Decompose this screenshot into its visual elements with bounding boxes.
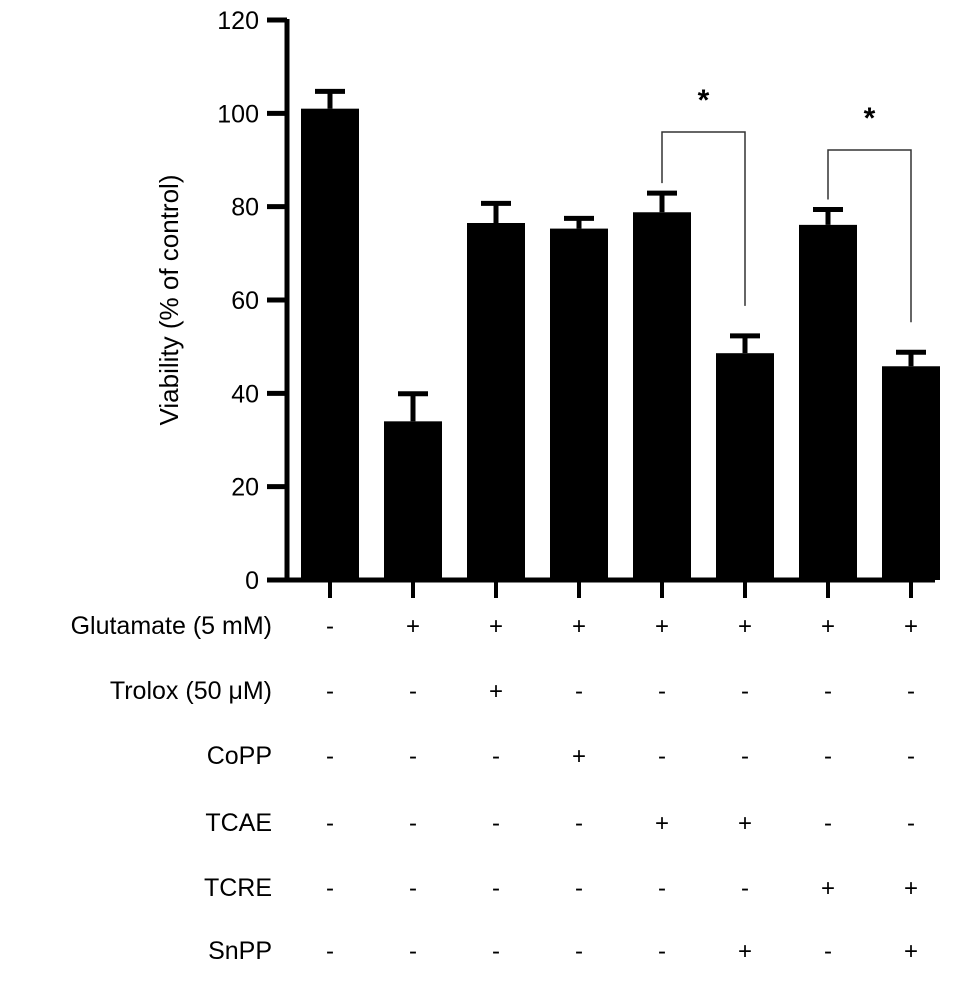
- treatment-sign: -: [741, 743, 749, 770]
- treatment-sign: -: [575, 875, 583, 902]
- treatment-sign: -: [575, 810, 583, 837]
- y-tick-label: 60: [231, 287, 259, 315]
- treatment-sign: +: [738, 613, 752, 640]
- row-label: Glutamate (5 mM): [71, 612, 272, 640]
- treatment-sign: -: [492, 743, 500, 770]
- y-tick-label: 100: [217, 100, 259, 128]
- treatment-sign: +: [904, 938, 918, 965]
- treatment-sign: -: [741, 875, 749, 902]
- treatment-sign: +: [821, 875, 835, 902]
- treatment-sign: -: [326, 743, 334, 770]
- bar: [716, 353, 774, 580]
- treatment-sign: +: [406, 613, 420, 640]
- y-tick-label: 20: [231, 474, 259, 502]
- treatment-sign: -: [409, 743, 417, 770]
- treatment-sign: +: [738, 938, 752, 965]
- row-label: Trolox (50 μM): [110, 677, 272, 705]
- treatment-sign: -: [658, 743, 666, 770]
- treatment-sign: -: [907, 810, 915, 837]
- significance-star: *: [698, 84, 710, 117]
- treatment-sign: +: [572, 613, 586, 640]
- y-tick-label: 40: [231, 380, 259, 408]
- bar: [384, 421, 442, 580]
- treatment-sign: +: [904, 613, 918, 640]
- treatment-sign: -: [741, 678, 749, 705]
- treatment-sign: -: [409, 875, 417, 902]
- treatment-sign: -: [575, 678, 583, 705]
- significance-bracket: [661, 131, 746, 306]
- bar: [882, 366, 940, 580]
- treatment-sign: -: [409, 938, 417, 965]
- row-label: CoPP: [207, 742, 272, 770]
- significance-bracket: [827, 149, 912, 323]
- row-label: SnPP: [208, 937, 272, 965]
- treatment-sign: -: [824, 678, 832, 705]
- treatment-sign: -: [658, 875, 666, 902]
- treatment-sign: +: [655, 613, 669, 640]
- treatment-sign: -: [658, 678, 666, 705]
- treatment-sign: +: [821, 613, 835, 640]
- treatment-sign: +: [655, 810, 669, 837]
- bar: [301, 108, 359, 581]
- treatment-sign: -: [326, 938, 334, 965]
- treatment-sign: -: [492, 875, 500, 902]
- y-tick-label: 120: [217, 7, 259, 35]
- significance-brackets: **: [661, 84, 912, 323]
- treatment-sign: -: [326, 613, 334, 640]
- treatment-sign: -: [409, 810, 417, 837]
- treatment-sign: +: [738, 810, 752, 837]
- treatment-sign: -: [658, 938, 666, 965]
- bar: [467, 223, 525, 580]
- treatment-sign: +: [572, 743, 586, 770]
- treatment-sign: -: [824, 938, 832, 965]
- treatment-sign: -: [326, 875, 334, 902]
- row-label: TCAE: [205, 809, 272, 837]
- treatment-sign: -: [326, 810, 334, 837]
- treatment-sign: +: [489, 678, 503, 705]
- significance-star: *: [864, 102, 876, 135]
- treatment-sign: -: [824, 810, 832, 837]
- treatment-sign: -: [824, 743, 832, 770]
- treatment-sign: -: [907, 743, 915, 770]
- treatment-sign: -: [492, 810, 500, 837]
- bar: [550, 228, 608, 580]
- y-tick-label: 80: [231, 194, 259, 222]
- treatment-sign: +: [904, 875, 918, 902]
- treatment-sign: -: [907, 678, 915, 705]
- treatment-sign: +: [489, 613, 503, 640]
- treatment-sign: -: [575, 938, 583, 965]
- treatment-table: Glutamate (5 mM) - + + + + + + + Trolox (50 μM) - -…: [71, 612, 918, 965]
- bar: [799, 224, 857, 580]
- bars: [301, 88, 940, 581]
- treatment-sign: -: [409, 678, 417, 705]
- treatment-sign: -: [492, 938, 500, 965]
- y-axis-label: Viability (% of control): [154, 175, 184, 426]
- y-tick-label: 0: [245, 567, 259, 595]
- row-label: TCRE: [204, 874, 272, 902]
- treatment-sign: -: [326, 678, 334, 705]
- bar: [633, 212, 691, 580]
